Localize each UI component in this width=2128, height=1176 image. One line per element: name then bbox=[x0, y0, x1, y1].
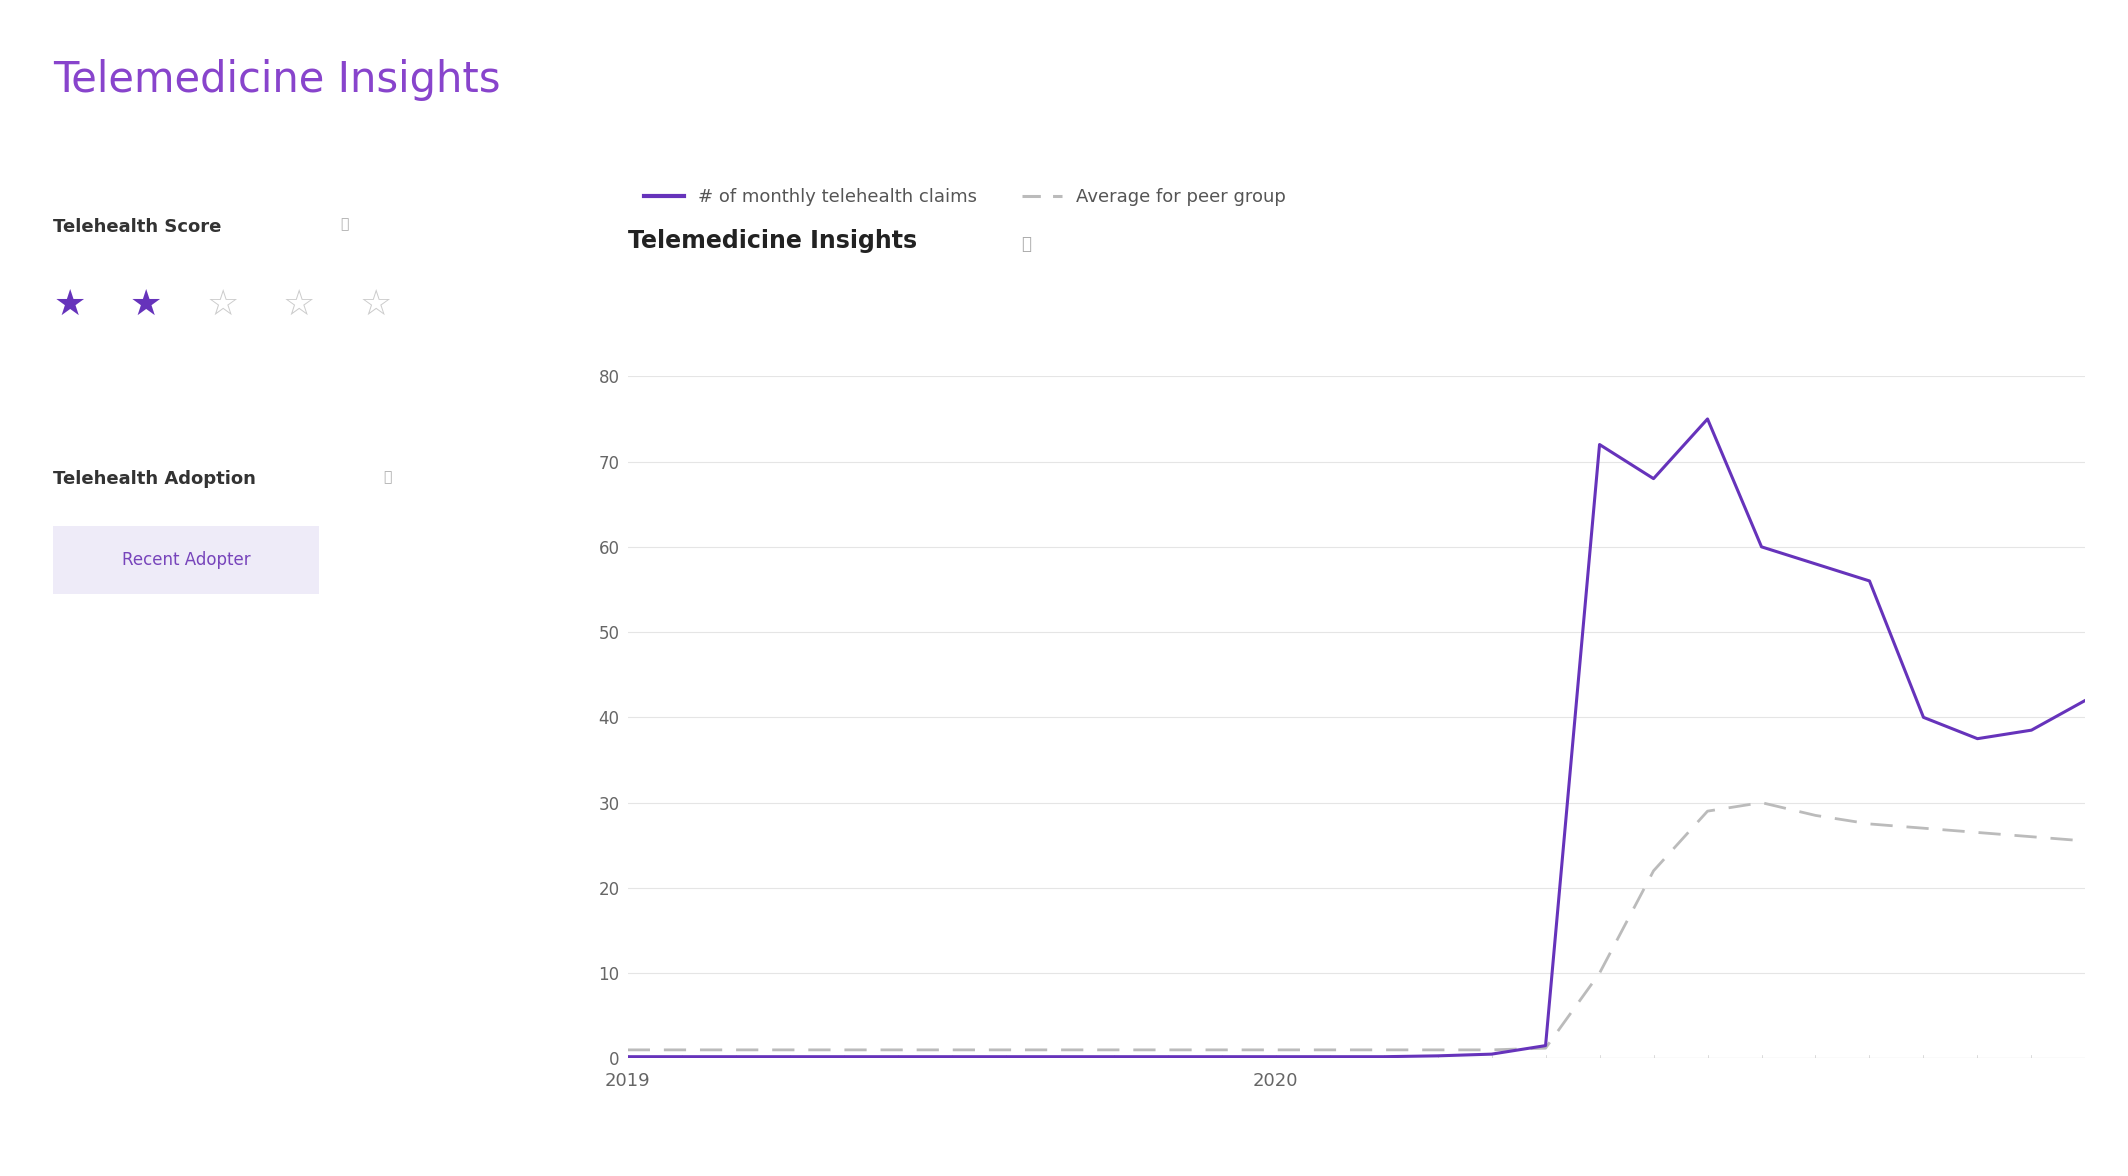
Text: Recent Adopter: Recent Adopter bbox=[121, 550, 251, 569]
Text: ★: ★ bbox=[130, 288, 162, 322]
Text: Telemedicine Insights: Telemedicine Insights bbox=[628, 229, 917, 253]
Text: Telemedicine Insights: Telemedicine Insights bbox=[53, 59, 500, 101]
Text: ☆: ☆ bbox=[360, 288, 392, 322]
Text: ☆: ☆ bbox=[283, 288, 315, 322]
Text: ☆: ☆ bbox=[206, 288, 238, 322]
Legend: # of monthly telehealth claims, Average for peer group: # of monthly telehealth claims, Average … bbox=[636, 181, 1294, 213]
Text: Telehealth Adoption: Telehealth Adoption bbox=[53, 470, 255, 488]
Text: ⓘ: ⓘ bbox=[383, 470, 392, 485]
Text: Telehealth Score: Telehealth Score bbox=[53, 218, 221, 235]
Text: ⓘ: ⓘ bbox=[340, 218, 349, 232]
Text: ★: ★ bbox=[53, 288, 85, 322]
Text: ⓘ: ⓘ bbox=[1021, 235, 1032, 253]
